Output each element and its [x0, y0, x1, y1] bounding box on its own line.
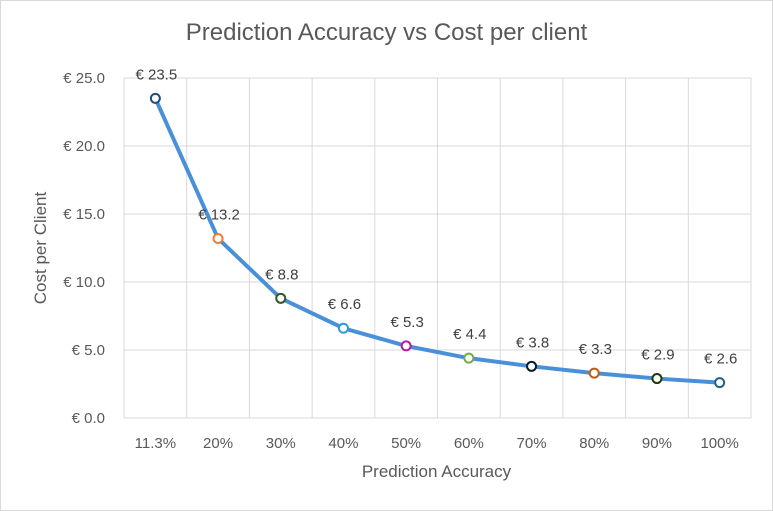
y-tick-label: € 0.0	[72, 410, 105, 427]
data-label: € 3.3	[579, 341, 612, 358]
x-tick-label: 20%	[203, 435, 233, 452]
data-label: € 23.5	[135, 66, 177, 83]
data-label: € 5.3	[390, 314, 423, 331]
data-point	[651, 373, 663, 385]
x-axis-title: Prediction Accuracy	[361, 462, 512, 481]
y-tick-label: € 20.0	[63, 138, 105, 155]
data-label: € 8.8	[265, 266, 298, 283]
data-label: € 3.8	[516, 334, 549, 351]
data-point	[337, 322, 349, 334]
data-label: € 2.9	[641, 347, 674, 364]
data-point	[463, 352, 475, 364]
data-label: € 6.6	[328, 296, 361, 313]
data-point	[714, 377, 726, 389]
y-tick-label: € 10.0	[63, 274, 105, 291]
x-tick-label: 11.3%	[135, 435, 176, 452]
data-label: € 2.6	[704, 351, 737, 368]
x-tick-label: 70%	[517, 435, 547, 452]
data-point	[588, 367, 600, 379]
x-tick-label: 60%	[454, 435, 484, 452]
x-tick-label: 40%	[328, 435, 358, 452]
x-tick-label: 90%	[642, 435, 672, 452]
x-tick-label: 100%	[700, 435, 738, 452]
y-tick-label: € 25.0	[63, 70, 105, 87]
x-tick-label: 30%	[266, 435, 296, 452]
data-point	[212, 232, 224, 244]
y-tick-label: € 15.0	[63, 206, 105, 223]
data-point	[400, 340, 412, 352]
x-tick-label: 80%	[579, 435, 609, 452]
y-tick-label: € 5.0	[72, 342, 105, 359]
data-point	[526, 360, 538, 372]
chart-title: Prediction Accuracy vs Cost per client	[185, 19, 588, 46]
data-label: € 13.2	[198, 206, 240, 223]
data-label: € 4.4	[453, 326, 486, 343]
series-line	[153, 96, 722, 385]
data-point	[149, 92, 161, 104]
y-axis-title: Cost per Client	[31, 191, 50, 305]
x-tick-label: 50%	[391, 435, 421, 452]
data-point	[275, 292, 287, 304]
